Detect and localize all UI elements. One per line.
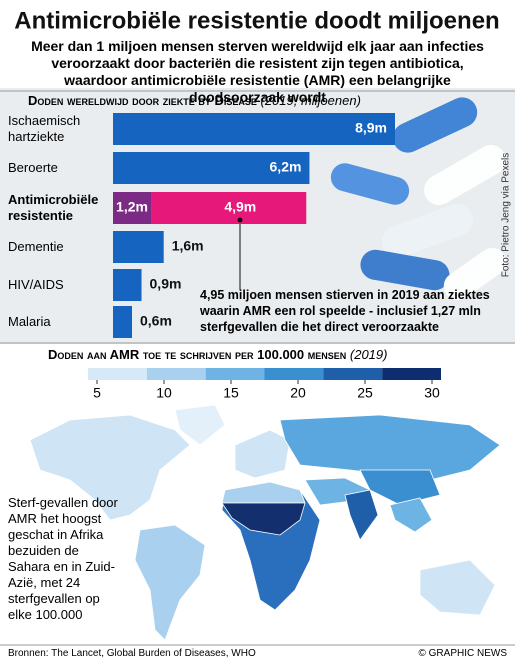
- map-subtitle: (2019): [349, 347, 388, 362]
- map-title: Doden aan AMR toe te schrijven per 100.0…: [48, 347, 347, 362]
- bar: [113, 152, 310, 184]
- color-swatch: [264, 368, 324, 380]
- value-label: 0,9m: [150, 276, 182, 292]
- category-label: Ischaemisch hartziekte: [8, 113, 81, 144]
- photo-credit: Foto: Pietro Jeng via Pexels: [501, 153, 512, 278]
- bar: [113, 269, 142, 301]
- title: Antimicrobiële resistentie doodt miljoen…: [14, 7, 499, 34]
- category-label: Malaria: [8, 314, 51, 329]
- value-label: 0,6m: [140, 313, 172, 329]
- color-swatch: [382, 368, 441, 380]
- color-swatch: [323, 368, 383, 380]
- annotation-dot: [237, 217, 243, 223]
- color-tick-label: 10: [156, 385, 172, 401]
- category-label: Beroerte: [8, 160, 58, 175]
- pills-photo: [330, 97, 507, 301]
- color-tick-label: 15: [223, 385, 239, 401]
- bar: [151, 192, 307, 224]
- color-swatch: [205, 368, 265, 380]
- bar: [113, 306, 133, 338]
- sources: Bronnen: The Lancet, Global Burden of Di…: [8, 648, 256, 659]
- color-tick-label: 20: [290, 385, 306, 401]
- color-tick-label: 30: [424, 385, 440, 401]
- value-label: 6,2m: [270, 159, 302, 175]
- value-label: 1,6m: [172, 238, 204, 254]
- value-label: 1,2m: [116, 199, 148, 215]
- value-label: 8,9m: [355, 120, 387, 136]
- category-label: Antimicrobiële resistentie: [8, 192, 99, 223]
- world-map: [29, 404, 501, 641]
- bar-annotation: 4,95 miljoen mensen stierven in 2019 aan…: [200, 288, 490, 334]
- color-swatch: [146, 368, 206, 380]
- bar: [113, 113, 395, 145]
- bar: [113, 231, 164, 263]
- credit: © GRAPHIC NEWS: [418, 648, 508, 659]
- subtitle: Meer dan 1 miljoen mensen sterven wereld…: [31, 38, 484, 105]
- value-label: 4,9m: [224, 199, 256, 215]
- category-label: HIV/AIDS: [8, 277, 64, 292]
- bar-chart-title: Doden wereldwijd door ziekte by Disease …: [28, 93, 361, 108]
- map-chart-title: Doden aan AMR toe te schrijven per 100.0…: [48, 347, 387, 362]
- color-swatch: [88, 368, 147, 380]
- bar: [113, 192, 152, 224]
- bar-title: Doden wereldwijd door ziekte by Disease: [28, 93, 257, 108]
- color-tick-label: 25: [357, 385, 373, 401]
- bar-subtitle: (2019, miljoenen): [260, 93, 361, 108]
- color-tick-label: 5: [93, 385, 101, 401]
- category-label: Dementie: [8, 239, 64, 254]
- map-annotation: Sterf-gevallen door AMR het hoogst gesch…: [8, 495, 118, 622]
